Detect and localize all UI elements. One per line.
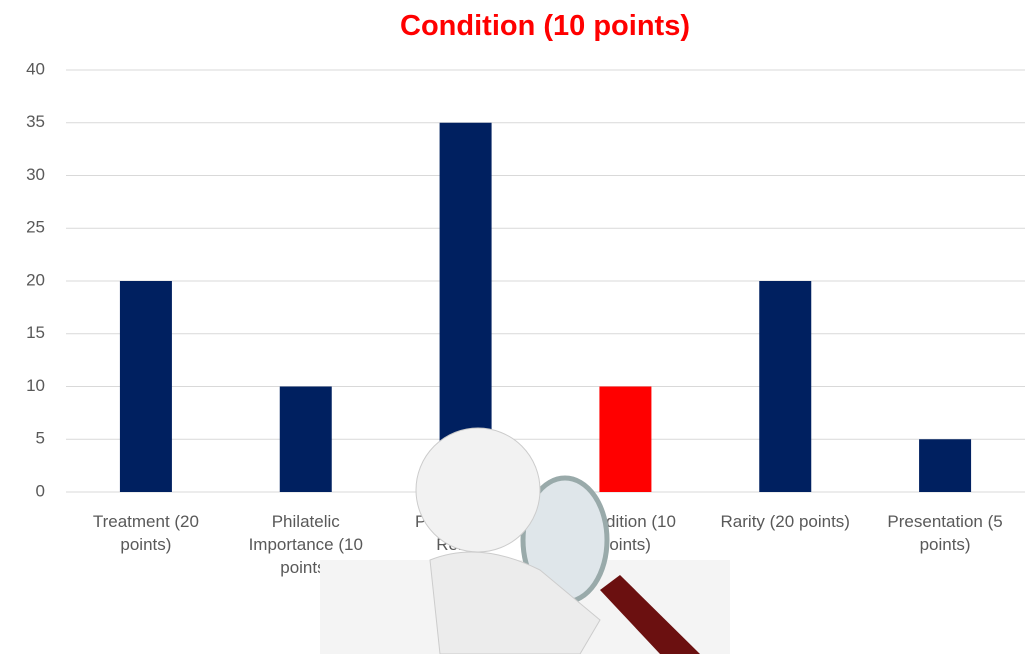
- magnifier-handle: [600, 575, 700, 654]
- x-tick-label: Presentation (5 points): [887, 512, 1003, 554]
- y-tick-label: 15: [26, 323, 45, 342]
- bar: [759, 281, 812, 492]
- x-tick-label: Philatelic Importance (10 points): [248, 512, 363, 577]
- x-tick-label: Treatment (20 points): [92, 512, 199, 554]
- y-tick-label: 30: [26, 165, 45, 184]
- chart-title: Condition (10 points): [400, 10, 690, 42]
- bar: [119, 281, 172, 492]
- x-tick-label: Rarity (20 points): [720, 512, 850, 531]
- bar: [919, 439, 972, 492]
- bar: [279, 386, 332, 492]
- figure-head: [415, 427, 541, 553]
- y-tick-label: 5: [36, 429, 45, 448]
- figure-body: [429, 551, 601, 654]
- y-tick-label: 0: [36, 481, 45, 500]
- y-tick-label: 35: [26, 112, 45, 131]
- y-tick-label: 10: [26, 376, 45, 395]
- y-tick-label: 40: [26, 59, 45, 78]
- y-tick-label: 25: [26, 218, 45, 237]
- bar: [599, 386, 652, 492]
- y-tick-label: 20: [26, 270, 45, 289]
